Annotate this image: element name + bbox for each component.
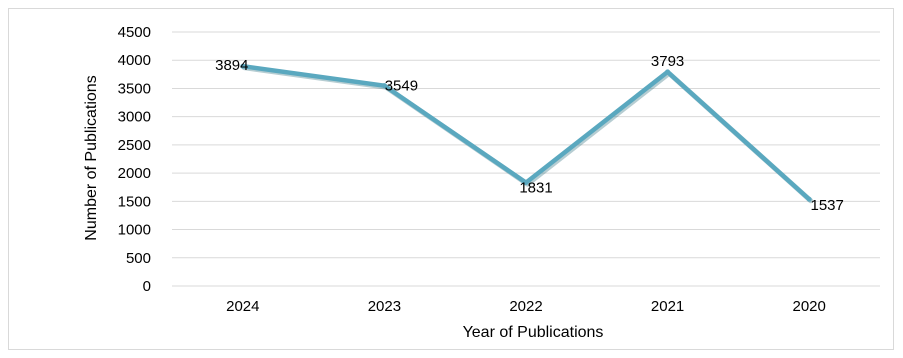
y-tick-label: 0: [143, 278, 151, 295]
data-label: 1537: [811, 197, 844, 214]
data-point: [665, 69, 671, 75]
y-tick-label: 4500: [118, 24, 151, 41]
x-tick-label: 2024: [226, 298, 259, 315]
data-label: 3549: [385, 78, 418, 95]
y-tick-label: 1000: [118, 222, 151, 239]
y-tick-label: 500: [126, 250, 151, 267]
y-tick-label: 3500: [118, 80, 151, 97]
y-tick-label: 2000: [118, 165, 151, 182]
tick-label-layer: 0 500 1000 1500 2000 2500 3000 3500 4000 4500 2024…: [118, 24, 826, 315]
data-point: [806, 196, 812, 202]
x-tick-label: 2022: [509, 298, 542, 315]
data-label: 3894: [215, 57, 248, 74]
y-tick-label: 3000: [118, 109, 151, 126]
y-tick-label: 2500: [118, 137, 151, 154]
data-point: [381, 83, 387, 89]
y-tick-label: 1500: [118, 193, 151, 210]
x-tick-label: 2021: [651, 298, 684, 315]
x-axis-title: Year of Publications: [463, 324, 604, 341]
data-point: [523, 180, 529, 186]
y-tick-label: 4000: [118, 52, 151, 69]
data-point-layer: [240, 63, 812, 202]
grid-layer: [172, 31, 880, 287]
data-label: 3793: [651, 53, 684, 70]
y-axis-title: Number of Publications: [83, 75, 100, 240]
data-point: [240, 63, 246, 69]
x-tick-label: 2023: [368, 298, 401, 315]
data-label: 1831: [519, 180, 552, 197]
data-label-layer: 3894 3549 1831 3793 1537: [215, 53, 844, 214]
x-tick-label: 2020: [793, 298, 826, 315]
chart-frame: [8, 8, 894, 350]
